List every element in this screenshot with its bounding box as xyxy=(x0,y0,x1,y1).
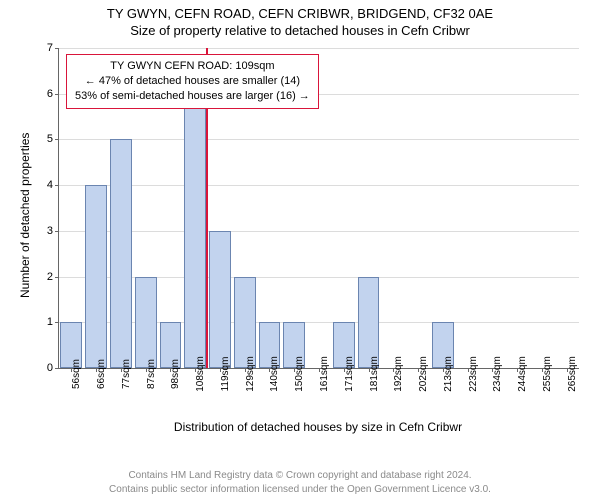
x-tick-label: 171sqm xyxy=(344,356,355,392)
copyright-text: Contains HM Land Registry data © Crown c… xyxy=(0,469,600,496)
x-tick-label: 192sqm xyxy=(393,356,404,392)
x-tick-label: 265sqm xyxy=(567,356,578,392)
x-tick-label: 87sqm xyxy=(146,359,157,389)
bar xyxy=(209,231,231,368)
bar xyxy=(85,185,107,368)
x-tick-label: 77sqm xyxy=(121,359,132,389)
y-tick-label: 7 xyxy=(47,42,53,54)
x-tick-label: 213sqm xyxy=(443,356,454,392)
x-tick-label: 234sqm xyxy=(492,356,503,392)
x-tick-label: 140sqm xyxy=(269,356,280,392)
gridline xyxy=(59,139,579,140)
x-tick-label: 161sqm xyxy=(319,356,330,392)
x-tick-label: 255sqm xyxy=(542,356,553,392)
copyright-line-1: Contains HM Land Registry data © Crown c… xyxy=(0,469,600,483)
x-tick-label: 66sqm xyxy=(96,359,107,389)
y-tick-label: 6 xyxy=(47,88,53,100)
y-axis-label: Number of detached properties xyxy=(18,133,32,298)
gridline xyxy=(59,185,579,186)
y-tick-label: 1 xyxy=(47,316,53,328)
y-tick-label: 4 xyxy=(47,179,53,191)
x-tick-label: 119sqm xyxy=(220,357,231,392)
x-tick-label: 56sqm xyxy=(71,359,82,389)
bar xyxy=(110,139,132,368)
bar xyxy=(358,277,380,368)
x-tick-label: 223sqm xyxy=(468,356,479,392)
y-tick-label: 5 xyxy=(47,133,53,145)
gridline xyxy=(59,48,579,49)
x-tick-label: 108sqm xyxy=(195,356,206,392)
x-tick-label: 129sqm xyxy=(245,356,256,392)
y-tick-label: 3 xyxy=(47,225,53,237)
annotation-line: ← 47% of detached houses are smaller (14… xyxy=(75,74,310,89)
x-axis-label: Distribution of detached houses by size … xyxy=(58,420,578,434)
y-tick-label: 0 xyxy=(47,362,53,374)
annotation-box: TY GWYN CEFN ROAD: 109sqm← 47% of detach… xyxy=(66,54,319,109)
x-tick-label: 202sqm xyxy=(418,356,429,392)
annotation-line: TY GWYN CEFN ROAD: 109sqm xyxy=(75,59,310,74)
annotation-line: 53% of semi-detached houses are larger (… xyxy=(75,89,310,104)
bar xyxy=(184,94,206,368)
x-tick-label: 244sqm xyxy=(517,356,528,392)
x-tick-label: 181sqm xyxy=(369,356,380,392)
copyright-line-2: Contains public sector information licen… xyxy=(0,483,600,497)
gridline xyxy=(59,231,579,232)
page-title: TY GWYN, CEFN ROAD, CEFN CRIBWR, BRIDGEN… xyxy=(0,0,600,21)
page-subtitle: Size of property relative to detached ho… xyxy=(0,21,600,38)
y-tick-label: 2 xyxy=(47,271,53,283)
bar xyxy=(135,277,157,368)
bar xyxy=(234,277,256,368)
x-tick-label: 98sqm xyxy=(170,359,181,389)
x-tick-label: 150sqm xyxy=(294,356,305,392)
